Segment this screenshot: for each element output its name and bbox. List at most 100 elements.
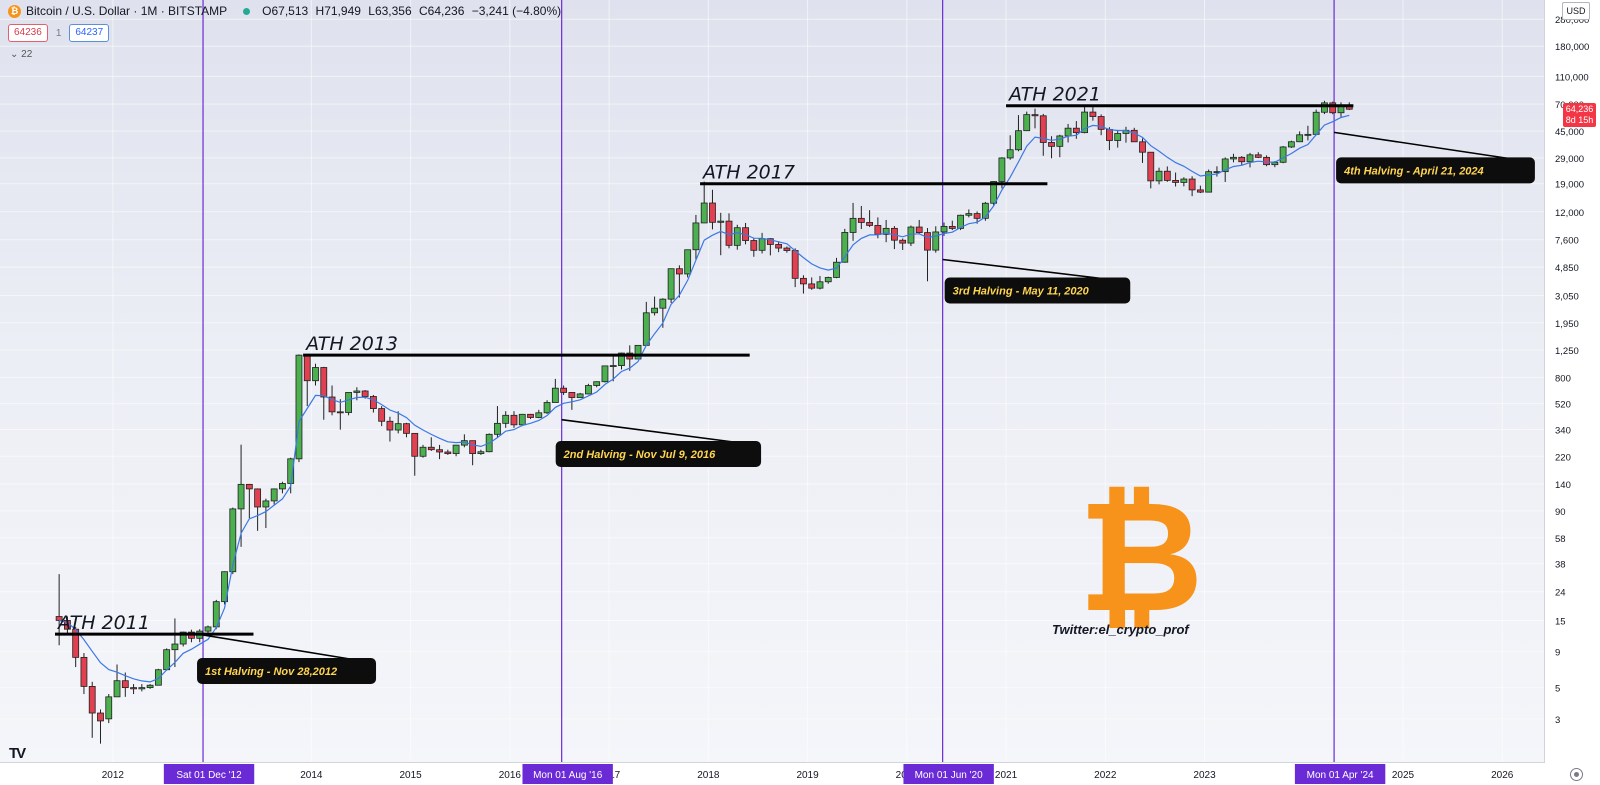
- candle[interactable]: [444, 449, 452, 455]
- candle[interactable]: [419, 444, 427, 458]
- candle[interactable]: [1097, 114, 1105, 136]
- candle[interactable]: [1205, 169, 1213, 193]
- candle[interactable]: [113, 664, 121, 698]
- candle[interactable]: [1213, 166, 1221, 177]
- candle[interactable]: [1321, 100, 1328, 115]
- candle[interactable]: [543, 400, 551, 414]
- settings-gear-icon[interactable]: [1570, 768, 1583, 781]
- candle[interactable]: [593, 381, 601, 388]
- candle[interactable]: [328, 385, 336, 416]
- candle[interactable]: [295, 354, 303, 463]
- currency-button[interactable]: USD: [1562, 2, 1590, 20]
- candle[interactable]: [551, 378, 559, 403]
- candle[interactable]: [733, 224, 741, 250]
- candle[interactable]: [857, 205, 865, 230]
- candle[interactable]: [394, 411, 402, 434]
- candle[interactable]: [1329, 101, 1337, 115]
- candle[interactable]: [725, 213, 733, 249]
- candle[interactable]: [634, 344, 642, 360]
- candle[interactable]: [138, 684, 146, 692]
- candle[interactable]: [576, 392, 584, 398]
- candle[interactable]: [204, 625, 212, 634]
- candle[interactable]: [849, 202, 857, 241]
- candle[interactable]: [1172, 172, 1179, 187]
- candle[interactable]: [1263, 155, 1270, 167]
- candle[interactable]: [675, 265, 683, 298]
- time-axis[interactable]: 2012201420152016201720182019202020212022…: [0, 762, 1545, 785]
- candle[interactable]: [866, 210, 873, 228]
- candle[interactable]: [312, 363, 319, 386]
- candle[interactable]: [1155, 167, 1163, 185]
- candle[interactable]: [345, 392, 352, 416]
- candle[interactable]: [609, 355, 617, 382]
- candle[interactable]: [262, 498, 270, 529]
- candle[interactable]: [1188, 176, 1196, 197]
- candle[interactable]: [1031, 108, 1039, 129]
- candle[interactable]: [477, 449, 485, 455]
- candle[interactable]: [237, 444, 245, 547]
- candle[interactable]: [254, 488, 262, 531]
- candle[interactable]: [320, 366, 328, 420]
- candle[interactable]: [171, 618, 179, 668]
- candle[interactable]: [667, 268, 675, 303]
- candle[interactable]: [1254, 152, 1262, 159]
- candle[interactable]: [1147, 151, 1155, 189]
- symbol-title[interactable]: Bitcoin / U.S. Dollar · 1M · BITSTAMP: [26, 4, 228, 18]
- price-axis[interactable]: 280,000180,000110,00070,00045,00029,0001…: [1544, 0, 1600, 785]
- candle[interactable]: [1296, 131, 1304, 143]
- candle[interactable]: [758, 232, 766, 254]
- sell-price-button[interactable]: 64236: [8, 24, 48, 42]
- candle[interactable]: [1006, 135, 1014, 160]
- candle[interactable]: [287, 457, 295, 494]
- candle[interactable]: [1039, 113, 1047, 156]
- candle[interactable]: [1089, 104, 1097, 121]
- candle[interactable]: [932, 226, 940, 253]
- candle[interactable]: [907, 225, 915, 247]
- candle[interactable]: [146, 684, 154, 689]
- candle[interactable]: [212, 599, 220, 630]
- candle[interactable]: [684, 249, 692, 278]
- indicators-toggle[interactable]: ⌄ 22: [10, 49, 32, 60]
- candle[interactable]: [700, 181, 708, 224]
- candle[interactable]: [460, 434, 468, 448]
- candle[interactable]: [1139, 138, 1146, 163]
- halving-callout[interactable]: 4th Halving - April 21, 2024: [1333, 131, 1535, 184]
- candle[interactable]: [891, 226, 898, 250]
- candle[interactable]: [1246, 152, 1254, 168]
- candle[interactable]: [750, 238, 758, 257]
- candle[interactable]: [585, 383, 592, 395]
- candle[interactable]: [899, 238, 907, 250]
- candle[interactable]: [1114, 129, 1122, 148]
- candle[interactable]: [121, 672, 129, 697]
- candle[interactable]: [692, 214, 700, 260]
- candle[interactable]: [1279, 145, 1287, 164]
- candle[interactable]: [1287, 140, 1295, 148]
- candle[interactable]: [80, 653, 88, 695]
- candle[interactable]: [1180, 177, 1188, 187]
- candle[interactable]: [1015, 115, 1022, 152]
- candle[interactable]: [1023, 111, 1031, 132]
- candle[interactable]: [601, 365, 609, 383]
- candle[interactable]: [560, 385, 568, 395]
- candle[interactable]: [303, 354, 311, 407]
- candle[interactable]: [196, 629, 204, 643]
- candle[interactable]: [88, 681, 96, 738]
- candle[interactable]: [568, 391, 576, 410]
- candle[interactable]: [1064, 123, 1072, 143]
- candle[interactable]: [709, 189, 716, 230]
- candle[interactable]: [882, 219, 890, 243]
- candle[interactable]: [965, 209, 973, 218]
- candle[interactable]: [270, 488, 278, 505]
- candle[interactable]: [791, 248, 799, 288]
- candle[interactable]: [948, 220, 956, 231]
- chart-canvas[interactable]: ATH 2011 ATH 2013 ATH 2017 ATH 2021 1st Hal…: [0, 0, 1545, 763]
- candle[interactable]: [824, 276, 832, 284]
- candle[interactable]: [221, 571, 228, 605]
- candle[interactable]: [717, 212, 725, 256]
- candle[interactable]: [427, 437, 435, 451]
- candle[interactable]: [130, 684, 137, 695]
- candle[interactable]: [800, 275, 807, 294]
- candle[interactable]: [766, 238, 774, 256]
- symbol-legend[interactable]: ₿ Bitcoin / U.S. Dollar · 1M · BITSTAMP …: [8, 3, 565, 19]
- candle[interactable]: [1122, 126, 1130, 143]
